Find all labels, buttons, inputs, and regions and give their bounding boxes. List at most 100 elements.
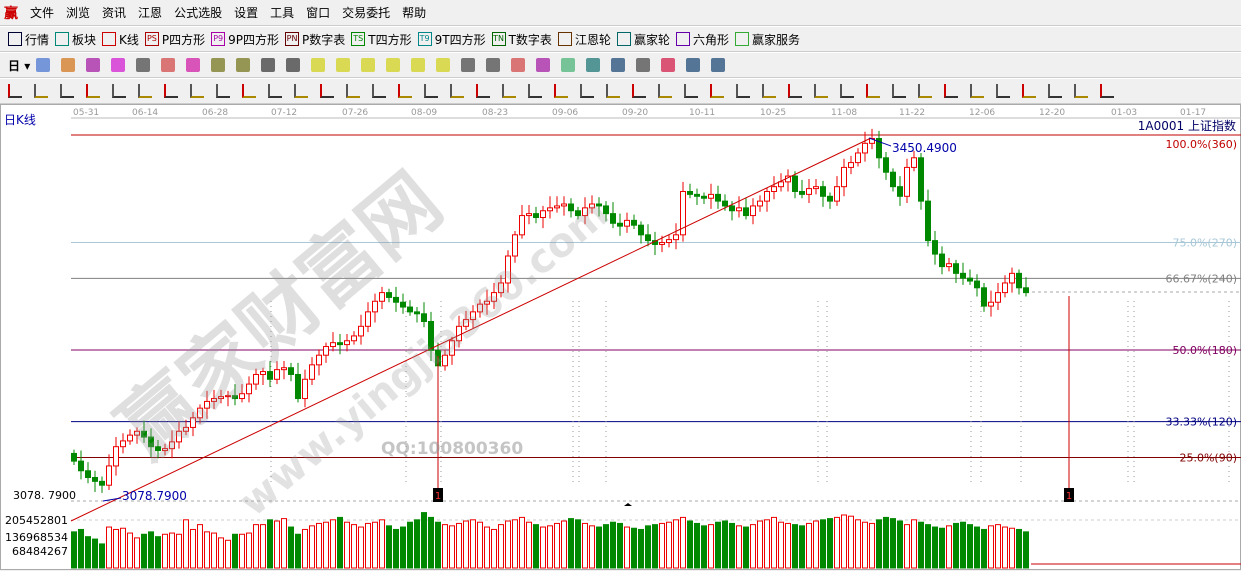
angle-icon[interactable] bbox=[606, 84, 620, 98]
circle-icon[interactable] bbox=[190, 84, 204, 98]
spiral-icon[interactable] bbox=[138, 84, 152, 98]
gold2-icon[interactable] bbox=[86, 84, 100, 98]
hatch-icon[interactable] bbox=[710, 84, 724, 98]
gold1-icon[interactable] bbox=[60, 84, 74, 98]
zoom-h-icon[interactable] bbox=[361, 58, 376, 72]
pct-line-icon[interactable] bbox=[814, 84, 828, 98]
triangle-icon[interactable] bbox=[268, 84, 282, 98]
menu-item[interactable]: 设置 bbox=[234, 6, 259, 20]
shen-angle-icon[interactable] bbox=[1048, 84, 1062, 98]
n2-icon[interactable] bbox=[242, 84, 256, 98]
wave-icon[interactable] bbox=[918, 84, 932, 98]
calculator-icon[interactable] bbox=[611, 58, 626, 72]
pencil-icon[interactable] bbox=[892, 84, 906, 98]
ying-icon[interactable] bbox=[424, 84, 438, 98]
fan-icon[interactable] bbox=[528, 84, 542, 98]
width-icon[interactable] bbox=[476, 84, 490, 98]
zigzag-icon[interactable] bbox=[632, 84, 646, 98]
volume-bar bbox=[169, 532, 175, 569]
toolbar-button[interactable]: 六角形 bbox=[675, 31, 729, 48]
menu-item[interactable]: 工具 bbox=[270, 6, 295, 20]
cube-icon[interactable] bbox=[554, 84, 568, 98]
volume-bar bbox=[806, 522, 812, 569]
chart-type-icon[interactable] bbox=[36, 58, 51, 72]
ying-angle-icon[interactable] bbox=[1074, 84, 1088, 98]
lines-icon[interactable] bbox=[216, 84, 230, 98]
f-angle-icon[interactable] bbox=[996, 84, 1010, 98]
zoom-out-icon[interactable] bbox=[336, 58, 351, 72]
candle-up bbox=[176, 430, 182, 443]
gold-line-icon[interactable] bbox=[866, 84, 880, 98]
percent-icon[interactable] bbox=[788, 84, 802, 98]
toolbar-button[interactable]: K线 bbox=[102, 31, 139, 48]
fib-icon[interactable] bbox=[112, 84, 126, 98]
indicator-3-icon[interactable] bbox=[86, 58, 101, 72]
gold-angle-icon[interactable] bbox=[1022, 84, 1036, 98]
hand-icon[interactable] bbox=[461, 58, 476, 72]
print-icon[interactable] bbox=[711, 58, 726, 72]
gold-icon[interactable] bbox=[944, 84, 958, 98]
note-icon[interactable] bbox=[61, 58, 76, 72]
calendar-icon[interactable] bbox=[586, 58, 601, 72]
frame-icon[interactable] bbox=[502, 84, 516, 98]
four-angle-icon[interactable] bbox=[1100, 84, 1114, 98]
save-icon[interactable] bbox=[661, 58, 676, 72]
pen-icon[interactable] bbox=[8, 84, 22, 98]
menu-item[interactable]: 文件 bbox=[30, 6, 55, 20]
report-icon[interactable] bbox=[636, 58, 651, 72]
pct-icon[interactable] bbox=[762, 84, 776, 98]
toolbar-button[interactable]: 江恩轮 bbox=[557, 31, 611, 48]
toolbar-button[interactable]: PS P四方形 bbox=[144, 31, 205, 48]
grid2-icon[interactable] bbox=[450, 84, 464, 98]
section-icon[interactable] bbox=[536, 58, 551, 72]
network-icon[interactable] bbox=[686, 58, 701, 72]
first-icon[interactable] bbox=[211, 58, 226, 72]
toolbar-button[interactable]: 行情 bbox=[8, 31, 49, 48]
zoom-v-icon[interactable] bbox=[411, 58, 426, 72]
zoom-in-icon[interactable] bbox=[311, 58, 326, 72]
toolbar-button[interactable]: 赢家服务 bbox=[734, 31, 800, 48]
gold-circle-icon[interactable] bbox=[840, 84, 854, 98]
menu-item[interactable]: 公式选股 bbox=[174, 6, 223, 20]
menu-item[interactable]: 交易委托 bbox=[342, 6, 391, 20]
menu-item[interactable]: 资讯 bbox=[102, 6, 127, 20]
indicator-9-icon[interactable] bbox=[111, 58, 126, 72]
web-icon[interactable] bbox=[580, 84, 594, 98]
toolbar-button[interactable]: 赢家轮 bbox=[616, 31, 670, 48]
zoom-both-icon[interactable] bbox=[436, 58, 451, 72]
toolbar-button[interactable]: TN T数字表 bbox=[491, 31, 552, 48]
zoom-all-icon[interactable] bbox=[386, 58, 401, 72]
chart-canvas[interactable]: 05-31 06-14 06-28 07-12 07-26 08-09 08-23 09-06… bbox=[1, 105, 1241, 571]
pen2-icon[interactable] bbox=[164, 84, 178, 98]
toolbar-button[interactable]: P9 9P四方形 bbox=[211, 31, 279, 48]
pattern-icon[interactable] bbox=[161, 58, 176, 72]
menu-item[interactable]: 浏览 bbox=[66, 6, 91, 20]
peak-icon[interactable] bbox=[511, 58, 526, 72]
toolbar-button[interactable]: PN P数字表 bbox=[285, 31, 345, 48]
parallel-icon[interactable] bbox=[34, 84, 48, 98]
grid4-icon[interactable] bbox=[684, 84, 698, 98]
left-icon[interactable] bbox=[261, 58, 276, 72]
menu-item[interactable]: 江恩 bbox=[138, 6, 163, 20]
signal-icon[interactable] bbox=[561, 58, 576, 72]
grid3-icon[interactable] bbox=[658, 84, 672, 98]
target-icon[interactable] bbox=[294, 84, 308, 98]
shen-icon[interactable] bbox=[398, 84, 412, 98]
crosshair-icon[interactable] bbox=[486, 58, 501, 72]
star-icon[interactable] bbox=[320, 84, 334, 98]
slash-icon[interactable] bbox=[372, 84, 386, 98]
flag-icon[interactable] bbox=[186, 58, 201, 72]
menu-item[interactable]: 帮助 bbox=[402, 6, 427, 20]
last-icon[interactable] bbox=[236, 58, 251, 72]
period-select[interactable]: 日 ▾ bbox=[8, 58, 31, 73]
menu-item[interactable]: 窗口 bbox=[306, 6, 331, 20]
bars-icon[interactable] bbox=[736, 84, 750, 98]
kline-chart[interactable]: 05-31 06-14 06-28 07-12 07-26 08-09 08-23 09-06… bbox=[0, 104, 1241, 570]
candle-icon[interactable] bbox=[136, 58, 151, 72]
box-icon[interactable] bbox=[346, 84, 360, 98]
toolbar-button[interactable]: T9 9T四方形 bbox=[417, 31, 486, 48]
toolbar-button[interactable]: TS T四方形 bbox=[351, 31, 412, 48]
right-icon[interactable] bbox=[286, 58, 301, 72]
toolbar-button[interactable]: 板块 bbox=[55, 31, 96, 48]
j-angle-icon[interactable] bbox=[970, 84, 984, 98]
